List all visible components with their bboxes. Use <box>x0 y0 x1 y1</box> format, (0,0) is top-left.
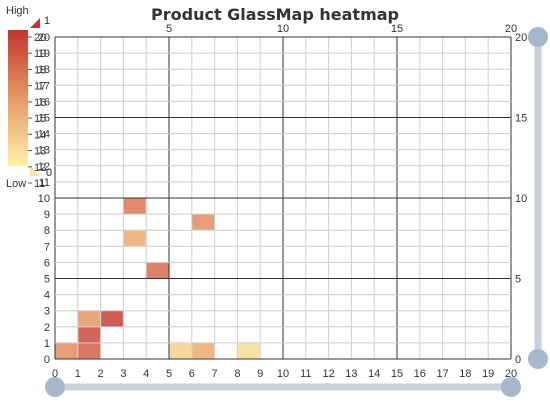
y-axis-tick-label: 9 <box>44 209 50 221</box>
top-axis-tick-label: 15 <box>391 23 403 35</box>
y-axis-tick-label: 12 <box>38 161 50 173</box>
y-axis-tick-label: 5 <box>44 274 50 286</box>
x-axis-tick-label: 5 <box>166 368 172 380</box>
heatmap-cell <box>237 343 260 359</box>
y-axis-tick-label: 10 <box>38 193 50 205</box>
visual-map-legend: High Low 1 0 11 12 13 14 15 16 17 18 19 20 <box>6 5 52 190</box>
y-axis-tick-label: 14 <box>38 129 50 141</box>
visual-map-tick-label: 11 <box>34 178 45 190</box>
x-axis-tick-label: 2 <box>98 368 104 380</box>
top-axis-tick-label: 5 <box>166 23 172 35</box>
y-axis-tick-label: 6 <box>44 257 50 269</box>
visual-map-tick-label: 14 <box>34 129 46 141</box>
y-axis-tick-label: 16 <box>38 96 50 108</box>
visual-map-ticks: 11 12 13 14 15 16 17 18 19 20 <box>28 32 46 190</box>
y-axis-tick-label: 7 <box>44 241 50 253</box>
x-axis-tick-label: 19 <box>482 368 494 380</box>
x-axis-tick-label: 6 <box>189 368 195 380</box>
visual-map-top-handle[interactable] <box>30 18 40 28</box>
top-axis-tick-label: 10 <box>277 23 289 35</box>
heatmap-cell <box>78 327 101 343</box>
visual-map-bottom-value: 0 <box>46 167 52 179</box>
y-axis-tick-label: 2 <box>44 322 50 334</box>
x-axis-tick-label: 1 <box>75 368 81 380</box>
visual-map-bottom-handle[interactable] <box>30 166 40 176</box>
y-axis-tick-label: 20 <box>38 32 50 44</box>
visual-map-tick-label: 13 <box>34 146 46 158</box>
visual-map-top-value: 1 <box>44 15 50 27</box>
y-axis-tick-label: 0 <box>44 354 50 366</box>
right-axis-tick-label: 10 <box>515 193 527 205</box>
y-axis-tick-label: 11 <box>39 177 50 189</box>
heatmap-cell <box>101 311 123 327</box>
y-axis-tick-label: 17 <box>38 80 50 92</box>
horizontal-slider-left-handle[interactable] <box>45 377 65 397</box>
visual-map-tick-label: 16 <box>34 97 46 109</box>
x-axis-tick-label: 17 <box>436 368 448 380</box>
heatmap-cells <box>55 198 260 359</box>
heatmap-cell <box>55 343 78 359</box>
grid-lines <box>54 36 512 360</box>
visual-map-color-bar <box>8 30 28 166</box>
vertical-slider-bottom-handle[interactable] <box>528 349 548 369</box>
heatmap-cell <box>123 198 146 214</box>
x-axis-tick-label: 4 <box>143 368 149 380</box>
y-axis-tick-label: 15 <box>38 113 50 125</box>
heatmap-cell <box>78 343 101 359</box>
visual-map-tick-label: 19 <box>34 48 46 60</box>
y-axis-tick-label: 1 <box>44 338 50 350</box>
visual-map-tick-label: 18 <box>34 64 46 76</box>
horizontal-data-zoom-slider[interactable] <box>45 377 521 397</box>
x-axis-tick-label: 9 <box>257 368 263 380</box>
right-axis-tick-label: 5 <box>515 274 521 286</box>
heatmap-cell <box>146 262 169 278</box>
x-axis-tick-label: 7 <box>212 368 218 380</box>
y-axis-tick-label: 18 <box>38 64 50 76</box>
visual-map-low-label: Low <box>6 178 26 190</box>
visual-map-tick-label: 17 <box>34 81 46 93</box>
x-axis-tick-label: 0 <box>52 368 58 380</box>
y-axis-tick-label: 8 <box>44 225 50 237</box>
visual-map-high-label: High <box>6 5 29 17</box>
x-axis-tick-label: 14 <box>368 368 380 380</box>
y-axis-tick-label: 3 <box>44 306 50 318</box>
x-axis-tick-label: 10 <box>277 368 289 380</box>
x-axis-tick-label: 3 <box>120 368 126 380</box>
x-axis-tick-label: 8 <box>234 368 240 380</box>
axis-tick-labels: 0 1 2 3 4 5 6 7 8 9 10 11 12 13 14 15 16 17 18 19 2001234567… <box>38 23 528 380</box>
x-axis-tick-label: 18 <box>459 368 471 380</box>
y-axis-tick-label: 13 <box>38 145 50 157</box>
top-axis-tick-label: 20 <box>505 23 517 35</box>
vertical-slider-top-handle[interactable] <box>528 27 548 47</box>
x-axis-tick-label: 15 <box>391 368 403 380</box>
vertical-data-zoom-slider[interactable] <box>528 27 548 369</box>
y-axis-tick-label: 4 <box>44 290 50 302</box>
x-axis-tick-label: 11 <box>300 368 311 380</box>
heatmap-cell <box>123 230 146 246</box>
visual-map-tick-label: 15 <box>34 113 46 125</box>
x-axis-tick-label: 16 <box>414 368 426 380</box>
heatmap-cell <box>169 343 192 359</box>
heatmap-cell <box>192 343 215 359</box>
right-axis-tick-label: 20 <box>515 32 527 44</box>
right-axis-tick-label: 15 <box>515 113 527 125</box>
right-axis-tick-label: 0 <box>515 354 521 366</box>
visual-map-tick-label: 12 <box>34 162 46 174</box>
heatmap-cell <box>78 311 101 327</box>
horizontal-slider-right-handle[interactable] <box>501 377 521 397</box>
x-axis-tick-label: 12 <box>322 368 334 380</box>
x-axis-tick-label: 13 <box>345 368 357 380</box>
y-axis-tick-label: 19 <box>38 48 50 60</box>
heatmap-cell <box>192 214 215 230</box>
x-axis-tick-label: 20 <box>505 368 517 380</box>
chart-title: Product GlassMap heatmap <box>151 5 399 24</box>
visual-map-tick-label: 20 <box>34 32 46 44</box>
